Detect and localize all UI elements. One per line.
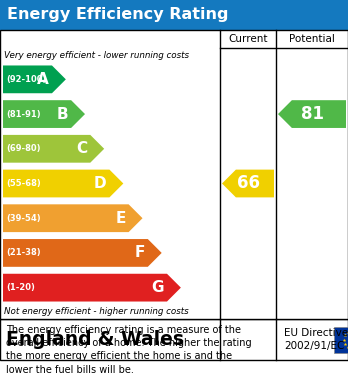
Text: (69-80): (69-80): [6, 144, 40, 153]
Polygon shape: [222, 170, 274, 197]
Polygon shape: [3, 239, 162, 267]
Text: Not energy efficient - higher running costs: Not energy efficient - higher running co…: [4, 307, 189, 316]
Polygon shape: [3, 204, 143, 232]
Bar: [0, 30, 348, 319]
Text: 81: 81: [301, 105, 324, 123]
Text: Current: Current: [228, 34, 268, 44]
Text: Very energy efficient - lower running costs: Very energy efficient - lower running co…: [4, 51, 189, 60]
Polygon shape: [3, 135, 104, 163]
Text: The energy efficiency rating is a measure of the
overall efficiency of a home. T: The energy efficiency rating is a measur…: [6, 325, 252, 375]
Text: 66: 66: [237, 174, 260, 192]
Text: Potential: Potential: [289, 34, 335, 44]
Text: A: A: [37, 72, 49, 87]
Polygon shape: [3, 65, 66, 93]
Text: D: D: [94, 176, 106, 191]
Polygon shape: [3, 274, 181, 301]
Text: B: B: [56, 107, 68, 122]
Bar: [0, 319, 348, 360]
Text: (92-100): (92-100): [6, 75, 46, 84]
Text: (21-38): (21-38): [6, 248, 41, 257]
Text: F: F: [134, 246, 145, 260]
Text: (81-91): (81-91): [6, 109, 41, 118]
Polygon shape: [278, 100, 346, 128]
Bar: [0, 0, 348, 30]
Text: Energy Efficiency Rating: Energy Efficiency Rating: [7, 7, 229, 23]
Text: C: C: [76, 141, 87, 156]
Text: EU Directive
2002/91/EC: EU Directive 2002/91/EC: [284, 328, 348, 351]
Text: England & Wales: England & Wales: [6, 330, 184, 349]
Text: (1-20): (1-20): [6, 283, 35, 292]
Text: (55-68): (55-68): [6, 179, 41, 188]
Text: (39-54): (39-54): [6, 214, 41, 223]
Bar: [334, 326, 348, 353]
Text: E: E: [115, 211, 126, 226]
Text: G: G: [151, 280, 164, 295]
Polygon shape: [3, 100, 85, 128]
Polygon shape: [3, 170, 123, 197]
